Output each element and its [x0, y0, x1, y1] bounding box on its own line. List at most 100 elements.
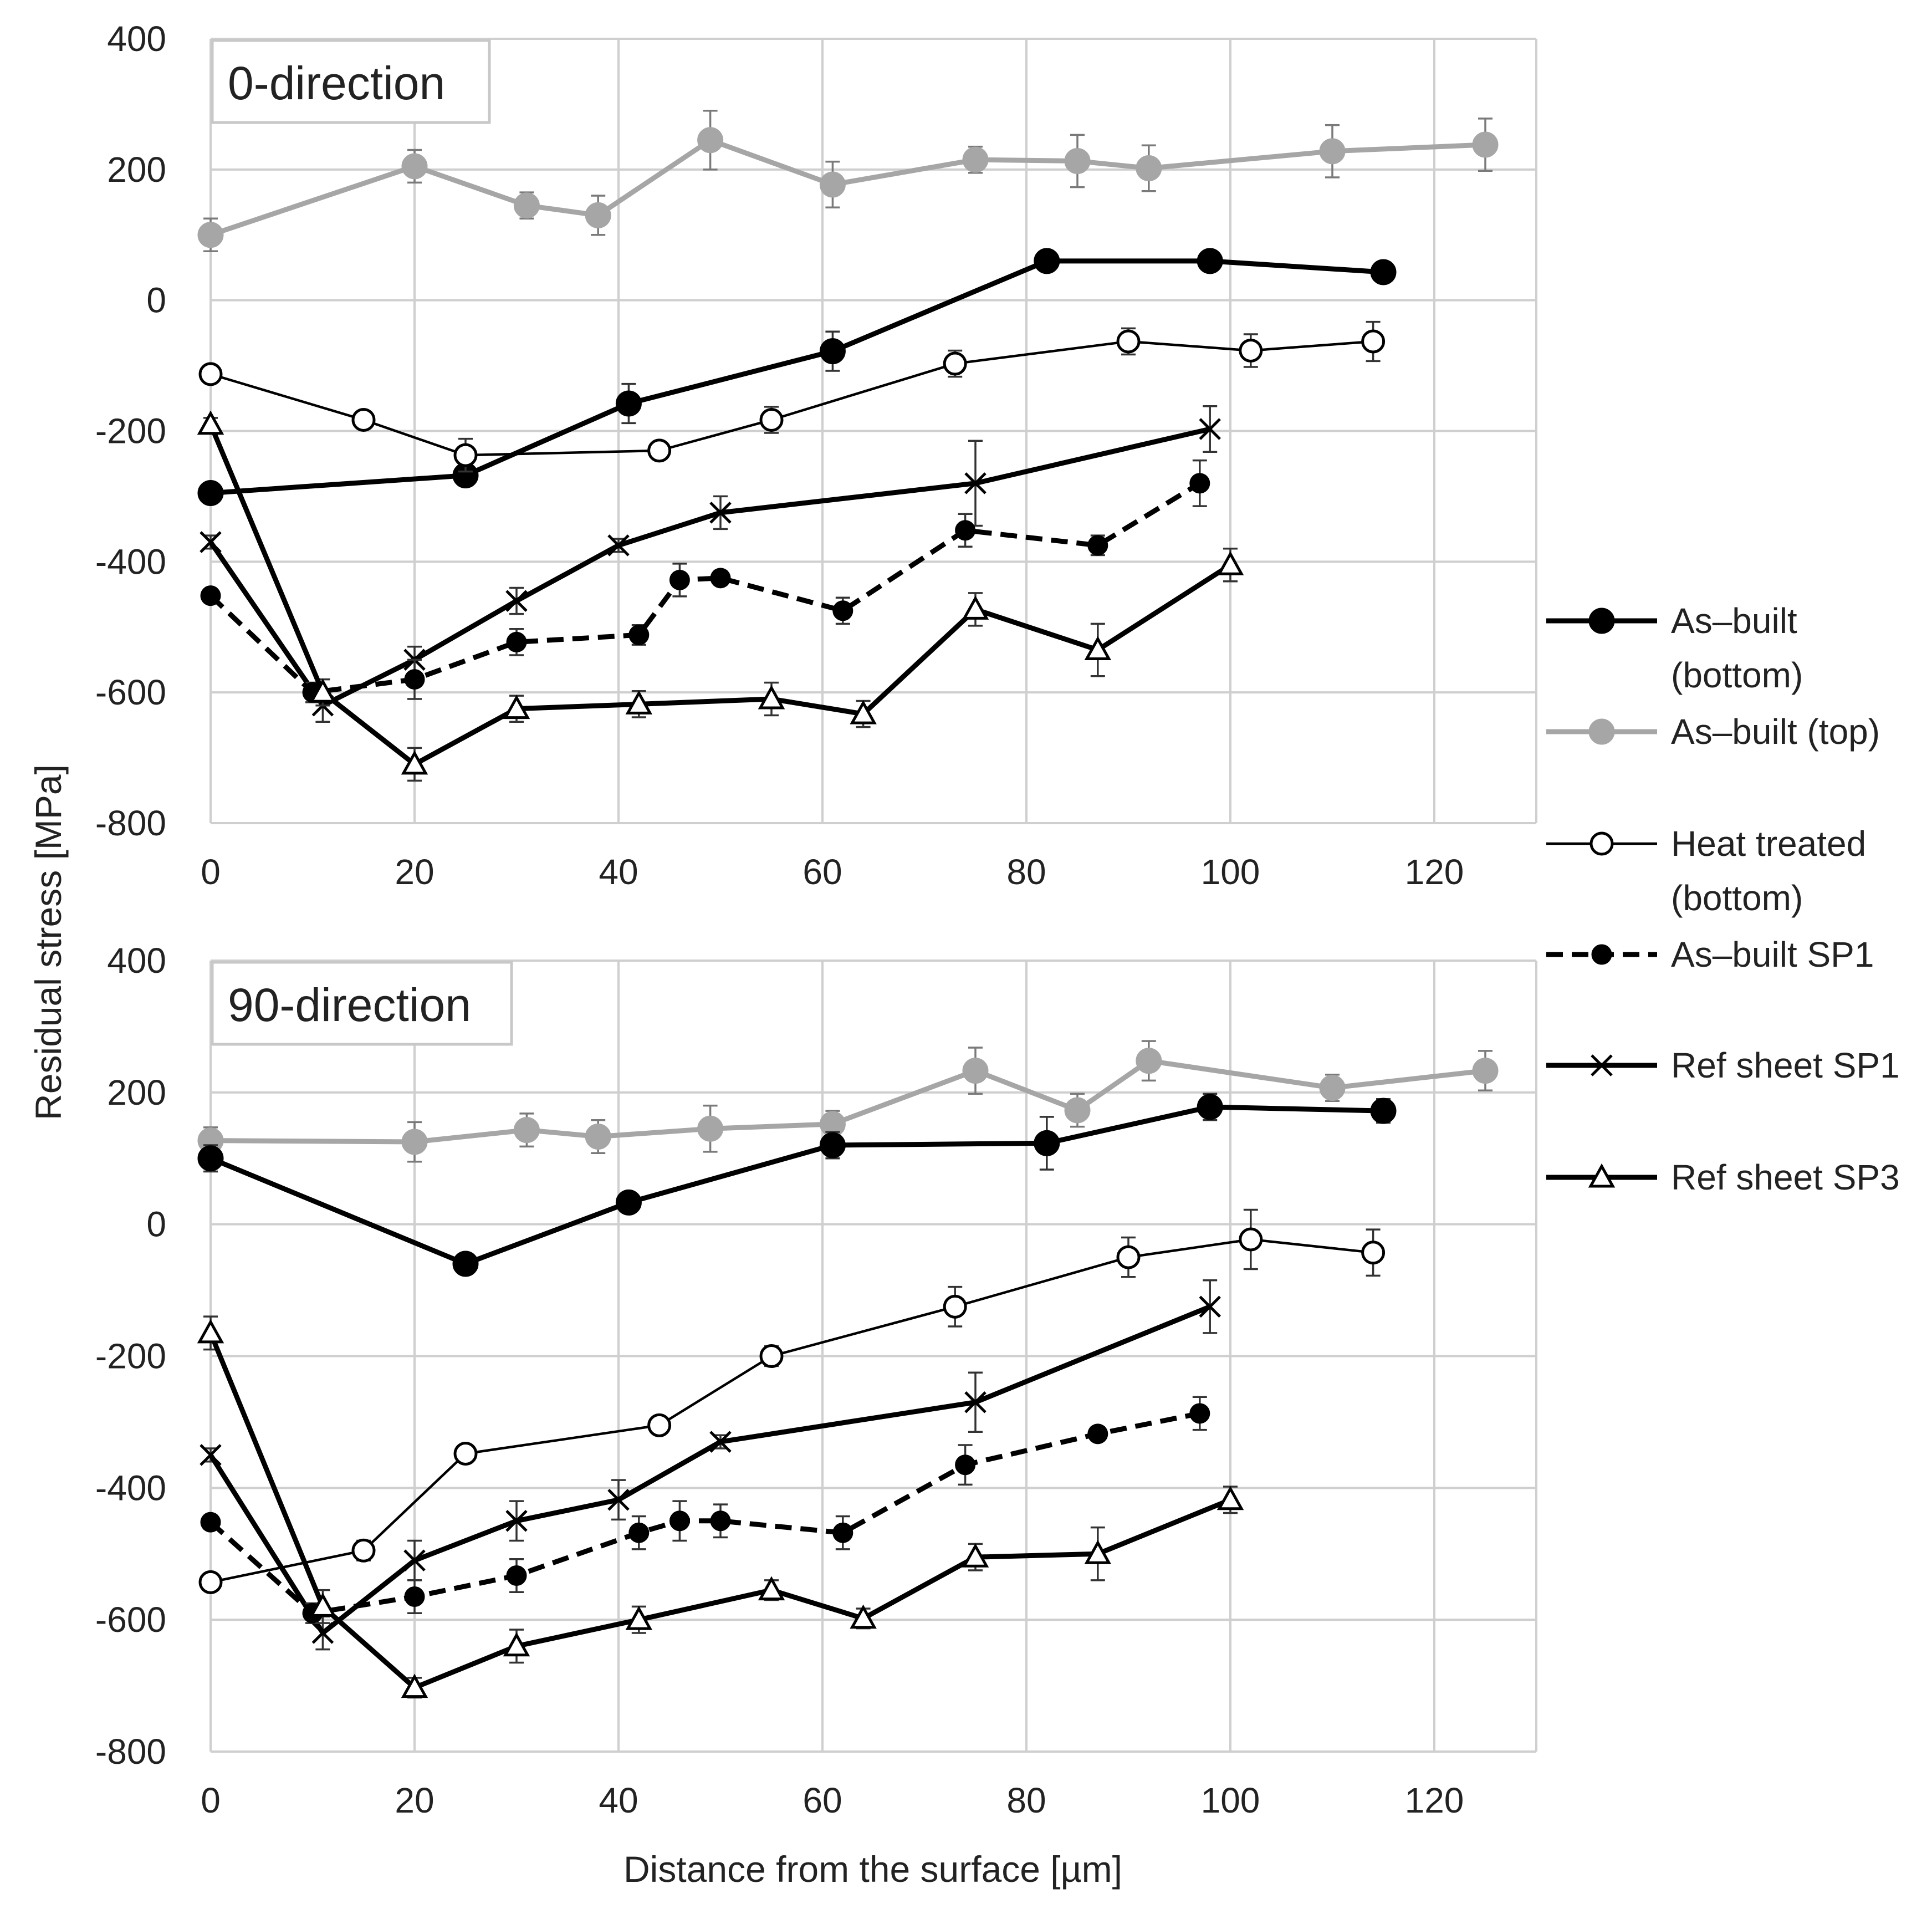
data-point	[1217, 1486, 1244, 1510]
legend-item-ht_bottom: Heat treated (bottom)	[1546, 824, 1866, 918]
data-point	[759, 1344, 784, 1368]
legend-marker	[1588, 608, 1615, 634]
data-point	[1319, 138, 1346, 165]
series-ref_sp3	[197, 1315, 1244, 1699]
data-point	[628, 624, 650, 645]
data-point	[198, 362, 223, 386]
data-point	[669, 1510, 690, 1532]
data-point	[1472, 131, 1499, 158]
data-point	[1189, 473, 1210, 494]
x-tick-label: 100	[1201, 852, 1260, 892]
data-point	[200, 1444, 222, 1466]
data-point	[669, 569, 690, 590]
y-tick-label: 200	[107, 1073, 166, 1112]
data-point	[647, 1413, 672, 1437]
data-point	[955, 520, 976, 541]
panel-title: 0-direction	[228, 57, 445, 109]
data-point	[401, 1673, 428, 1698]
data-point	[311, 1622, 334, 1644]
data-point	[962, 146, 989, 173]
x-tick-label: 60	[803, 1780, 842, 1820]
data-point	[1472, 1058, 1499, 1084]
x-tick-label: 40	[599, 1780, 638, 1820]
legend-item-ab_sp1: As–built SP1	[1546, 935, 1874, 974]
y-tick-label: -200	[95, 1336, 166, 1376]
data-point	[1319, 1075, 1346, 1101]
data-point	[758, 685, 785, 710]
data-point	[503, 695, 530, 719]
y-tick-label: -400	[95, 1468, 166, 1508]
y-tick-label: -600	[95, 1600, 166, 1640]
legend-label: Ref sheet SP3	[1671, 1157, 1900, 1197]
data-point	[1189, 1403, 1210, 1424]
legend-marker	[1589, 831, 1614, 856]
series-line	[208, 423, 1232, 767]
data-point	[351, 407, 376, 432]
data-point	[819, 171, 846, 198]
data-point	[453, 443, 478, 467]
data-point	[607, 1488, 630, 1511]
legend-label: As–built	[1671, 601, 1797, 641]
legend-item-ab_bottom: As–built (bottom)	[1546, 601, 1803, 695]
series-ab_top	[197, 109, 1499, 252]
data-point	[1370, 1098, 1397, 1124]
data-point	[506, 1565, 527, 1586]
data-point	[962, 1543, 989, 1568]
data-point	[200, 1512, 221, 1533]
data-point	[943, 1294, 967, 1319]
data-point	[309, 1593, 336, 1617]
x-tick-label: 20	[395, 852, 434, 892]
data-point	[943, 351, 967, 376]
panel-0-direction: 400 200 0 -200 -400 -600 -800 0 20 40 60 80 100 120 0-…	[95, 19, 1537, 892]
data-point	[401, 1129, 428, 1155]
data-point	[964, 472, 987, 494]
data-point	[585, 202, 611, 228]
data-point	[1034, 1130, 1060, 1156]
legend-marker	[1591, 944, 1612, 965]
data-point	[1087, 535, 1108, 556]
data-point	[404, 669, 425, 690]
legend-item-ab_top: As–built (top)	[1546, 712, 1880, 752]
data-point	[309, 678, 336, 703]
data-point	[819, 338, 846, 365]
x-tick-label: 20	[395, 1780, 434, 1820]
data-point	[1197, 248, 1223, 274]
data-point	[453, 1441, 478, 1466]
y-tick-label: 400	[107, 941, 166, 981]
panel-title-box	[211, 961, 513, 1046]
data-point	[1217, 551, 1244, 575]
series-ab_sp1	[200, 459, 1210, 703]
data-point	[513, 192, 540, 219]
y-tick-label: -200	[95, 411, 166, 451]
data-point	[1136, 1048, 1162, 1074]
data-point	[962, 1058, 989, 1084]
data-point	[1034, 248, 1060, 274]
legend-marker	[1591, 1054, 1613, 1076]
legend-item-ref_sp3: Ref sheet SP3	[1546, 1157, 1900, 1197]
panel-90-direction: 400 200 0 -200 -400 -600 -800 0 20 40 60 80 100 120 90…	[95, 941, 1537, 1820]
x-tick-label: 0	[201, 1780, 221, 1820]
data-point	[710, 568, 731, 589]
data-point	[1064, 148, 1091, 175]
x-axis-title: Distance from the surface [µm]	[623, 1849, 1122, 1890]
data-point	[351, 1538, 376, 1563]
data-point	[832, 1522, 853, 1543]
data-point	[1370, 259, 1397, 285]
data-point	[1084, 1540, 1112, 1564]
data-point	[1239, 1227, 1263, 1252]
data-point	[200, 585, 221, 606]
data-point	[964, 1391, 987, 1413]
data-point	[607, 534, 630, 557]
data-point	[647, 438, 672, 463]
data-point	[819, 1132, 846, 1158]
data-point	[200, 531, 222, 553]
legend-label: Ref sheet SP1	[1671, 1045, 1900, 1085]
data-point	[197, 1145, 224, 1172]
legend-label: Heat treated	[1671, 824, 1866, 864]
y-tick-label: 200	[107, 150, 166, 190]
data-point	[625, 690, 653, 714]
data-point	[1087, 1423, 1108, 1445]
y-axis-title: Residual stress [MPa]	[28, 764, 69, 1120]
